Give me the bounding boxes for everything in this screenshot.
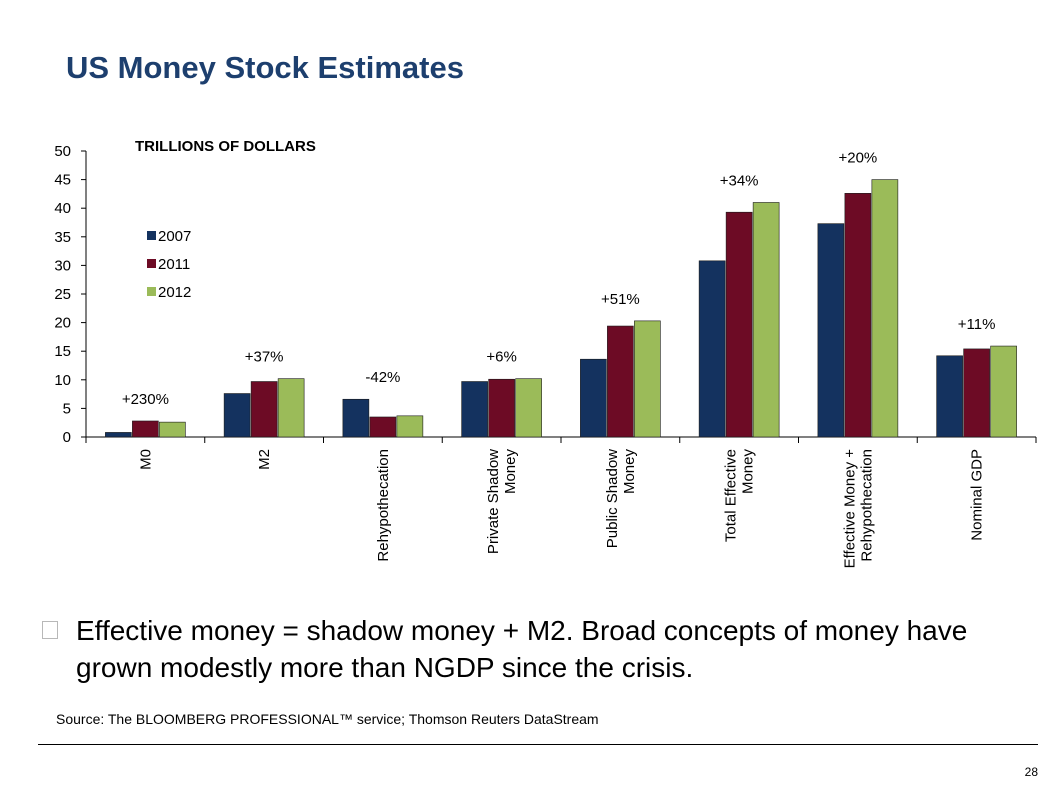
x-category-label-line: Public Shadow (604, 449, 621, 548)
legend-label: 2012 (158, 284, 191, 301)
y-tick-label: 10 (54, 372, 71, 389)
bar-2011-5 (725, 211, 753, 438)
legend-swatch-2012 (147, 287, 156, 296)
bar-2007-4 (580, 358, 607, 438)
bar-2012-1 (277, 378, 305, 438)
change-annotation: +6% (486, 349, 516, 366)
bar-2011-0 (132, 420, 159, 438)
y-tick-label: 35 (54, 229, 71, 246)
bar-2007-7 (936, 355, 963, 438)
bullet-text: Effective money = shadow money + M2. Bro… (76, 615, 968, 683)
change-annotation: +37% (245, 349, 284, 366)
legend-label: 2007 (158, 228, 191, 245)
change-annotation: +51% (601, 291, 640, 308)
x-category-label-line: M2 (256, 449, 273, 470)
legend-swatch-2011 (147, 259, 156, 268)
bar-2007-3 (461, 381, 488, 438)
bar-2012-4 (634, 320, 661, 438)
x-category-label: M2 (256, 449, 273, 470)
change-annotation: +11% (958, 316, 996, 333)
bar-2012-2 (396, 415, 424, 438)
y-tick-label: 45 (54, 172, 71, 189)
x-category-label-line: Rehypothecation (375, 449, 392, 562)
bar-2011-1 (250, 381, 278, 438)
legend-swatch-2007 (147, 231, 156, 240)
change-annotation: +20% (838, 150, 877, 167)
bar-2011-7 (963, 348, 990, 438)
legend-label: 2011 (158, 256, 190, 273)
change-annotation: -42% (365, 369, 400, 386)
y-tick-label: 5 (63, 400, 71, 417)
y-tick-label: 50 (54, 143, 71, 160)
x-category-label-line: Money (502, 449, 519, 495)
bar-2012-6 (871, 179, 899, 438)
x-category-label: Public Shadow Money (604, 449, 638, 549)
chart-title: TRILLIONS OF DOLLARS (135, 138, 316, 155)
x-category-label-line: Private Shadow (485, 449, 502, 554)
x-category-label: Rehypothecation (375, 449, 392, 562)
x-category-label: Nominal GDP (969, 449, 986, 541)
bar-2012-7 (990, 345, 1017, 438)
bar-2007-2 (342, 398, 370, 438)
bar-2007-6 (817, 223, 845, 438)
y-tick-label: 30 (54, 257, 71, 274)
page-number: 28 (1024, 765, 1038, 779)
y-tick-label: 25 (54, 286, 71, 303)
x-category-label-line: Nominal GDP (969, 449, 986, 541)
bar-2011-2 (369, 416, 397, 438)
x-category-label-line: Rehypothecation (858, 449, 875, 562)
x-category-label-line: Money (740, 449, 757, 495)
x-category-label-line: Total Effective (723, 449, 740, 542)
x-category-label: Effective Money + Rehypothecation (841, 449, 875, 569)
y-tick-label: 0 (63, 429, 71, 446)
bar-2011-6 (844, 193, 872, 438)
x-category-label: Private Shadow Money (485, 449, 519, 555)
slide-title: US Money Stock Estimates (66, 50, 464, 85)
y-tick-label: 15 (54, 343, 71, 360)
x-category-label-line: M0 (137, 449, 154, 470)
change-annotation: +34% (720, 172, 759, 189)
bar-2012-5 (752, 202, 780, 438)
y-tick-label: 40 (54, 200, 71, 217)
bar-2012-0 (159, 421, 186, 438)
x-category-label: Total Effective Money (723, 449, 757, 543)
bar-2007-0 (105, 432, 132, 438)
change-annotation: +230% (122, 391, 169, 408)
footer-divider (38, 744, 1038, 745)
x-category-label-line: Money (621, 449, 638, 495)
source-note: Source: The BLOOMBERG PROFESSIONAL™ serv… (56, 711, 599, 727)
y-tick-label: 20 (54, 315, 71, 332)
bullet-marker (42, 621, 58, 639)
x-category-label-line: Effective Money + (841, 449, 858, 569)
bar-2011-4 (607, 325, 634, 438)
bar-2007-5 (698, 260, 726, 438)
bar-2011-3 (488, 378, 515, 438)
bar-2007-1 (223, 393, 251, 438)
bar-2012-3 (515, 378, 542, 438)
money-stock-chart: 0 5 10 15 20 25 30 35 40 45 50 +230% +37% -42% +6% +51%… (54, 138, 1037, 569)
x-category-label: M0 (137, 449, 154, 470)
